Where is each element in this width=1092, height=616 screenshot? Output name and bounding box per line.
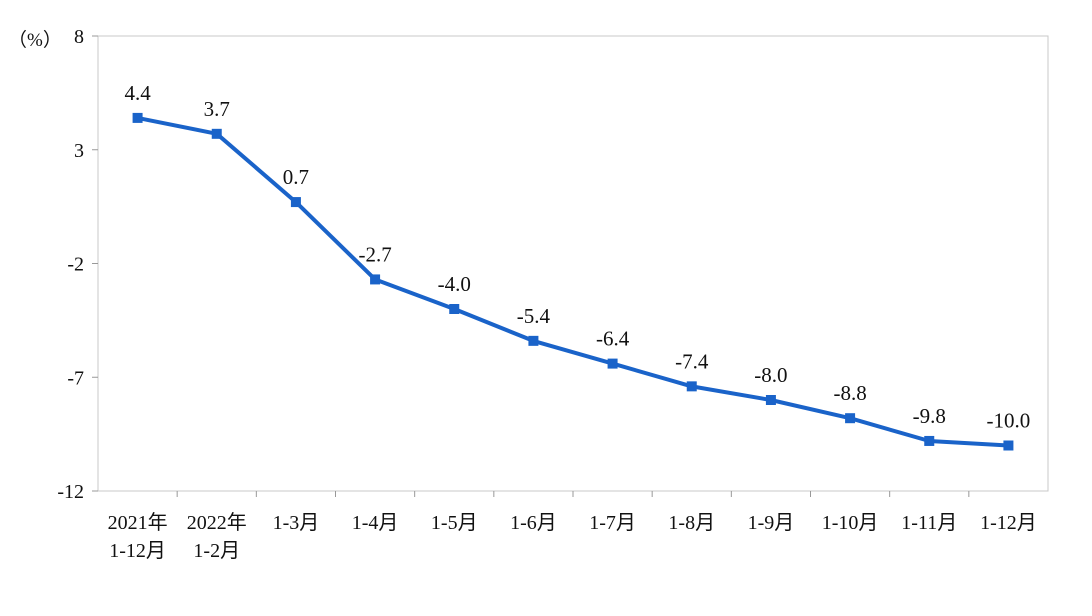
y-axis: 8 3 -2 -7 -12 (57, 26, 98, 503)
x-tick-label: 1-10月 (822, 512, 879, 534)
y-tick-label: -2 (67, 254, 84, 276)
x-tick-label: 1-8月 (668, 512, 715, 534)
data-point-marker (132, 112, 143, 123)
x-tick-label: 1-6月 (510, 512, 557, 534)
data-point-marker (528, 335, 539, 346)
data-point-marker (290, 197, 301, 208)
y-tick-label: -12 (57, 481, 84, 503)
x-tick-label-line: 1-5月 (431, 512, 478, 534)
data-label: 4.4 (124, 81, 151, 105)
x-tick-label-line: 1-3月 (273, 512, 320, 534)
y-tick-label: -7 (67, 367, 84, 389)
data-point-marker (845, 413, 856, 424)
data-label: -6.4 (596, 327, 630, 351)
x-tick-label: 1-7月 (589, 512, 636, 534)
x-tick-label: 2021年 1-12月 (108, 511, 168, 562)
x-tick-label-line: 1-4月 (352, 512, 399, 534)
data-labels: 4.4 3.7 0.7 -2.7 -4.0 -5.4 -6.4 -7.4 -8.0 -8.8 -9.… (124, 81, 1030, 433)
x-tick-label: 1-9月 (748, 512, 795, 534)
x-tick-label-line: 1-7月 (589, 512, 636, 534)
x-tick-label-line: 2022年 (187, 511, 247, 534)
data-label: -4.0 (438, 272, 471, 296)
data-point-marker (686, 381, 697, 392)
x-tick-label: 1-11月 (901, 512, 957, 534)
plot-frame (97, 35, 1049, 492)
y-tick-label: 8 (74, 26, 84, 48)
x-tick-label-line: 1-12月 (980, 512, 1037, 534)
y-unit-label: （%） (8, 29, 62, 51)
data-point-marker (211, 128, 222, 139)
x-tick-label-line: 1-8月 (668, 512, 715, 534)
x-tick-label: 1-4月 (352, 512, 399, 534)
series-line (135, 115, 1011, 448)
data-point-marker (1003, 440, 1014, 451)
data-point-marker (607, 358, 618, 369)
x-tick-label-line: 2021年 (108, 511, 168, 534)
x-tick-label-line: 1-9月 (748, 512, 795, 534)
x-tick-label-line: 1-11月 (901, 512, 957, 534)
data-label: -8.0 (754, 363, 787, 387)
y-tick-label: 3 (74, 140, 84, 162)
data-point-marker (924, 435, 935, 446)
x-tick-label-line: 1-10月 (822, 512, 879, 534)
data-label: 3.7 (204, 97, 230, 121)
x-tick-label: 1-12月 (980, 512, 1037, 534)
data-label: -10.0 (987, 409, 1031, 433)
x-tick-label: 2022年 1-2月 (187, 511, 247, 562)
x-tick-label-line: 1-2月 (193, 540, 240, 562)
data-point-marker (449, 304, 460, 314)
data-point-marker (765, 395, 776, 405)
data-label: -2.7 (358, 242, 391, 266)
data-label: -8.8 (833, 381, 866, 405)
data-label: -5.4 (517, 304, 551, 328)
series-markers (132, 112, 1014, 451)
x-axis: 2021年 1-12月 2022年 1-2月 1-3月 1-4月 1-5月 1-6月 1-7月 1… (108, 491, 1037, 562)
x-tick-label: 1-5月 (431, 512, 478, 534)
data-point-marker (370, 274, 381, 285)
x-tick-label-line: 1-6月 (510, 512, 557, 534)
x-tick-label: 1-3月 (273, 512, 320, 534)
data-label: -7.4 (675, 349, 709, 373)
data-label: 0.7 (283, 165, 309, 189)
data-label: -9.8 (913, 404, 946, 428)
x-tick-label-line: 1-12月 (109, 540, 166, 562)
